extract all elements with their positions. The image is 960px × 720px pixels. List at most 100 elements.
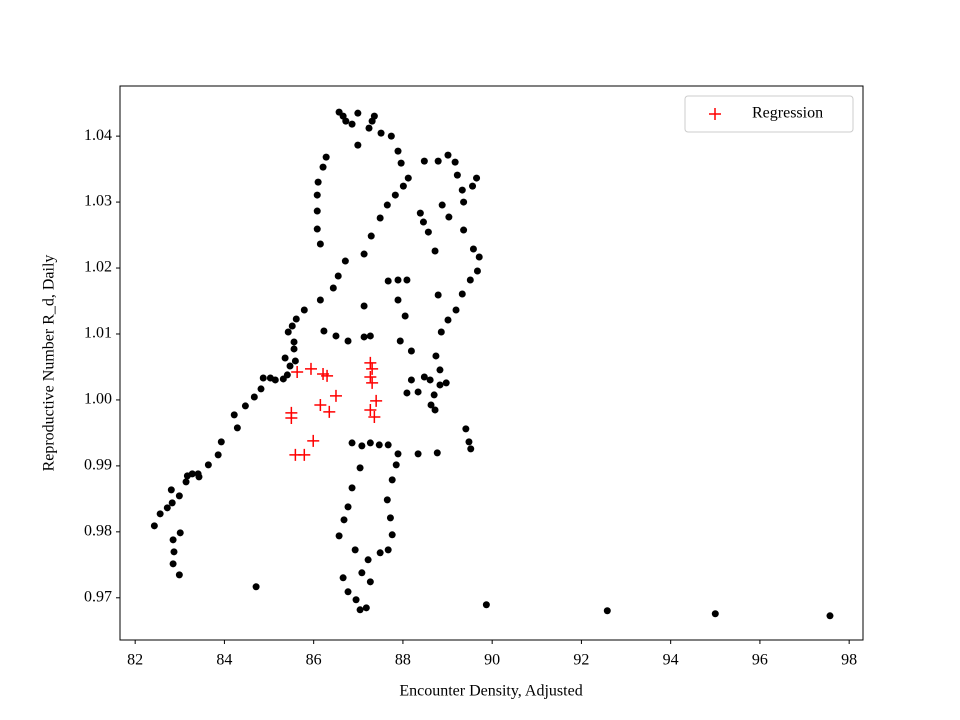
point bbox=[319, 163, 327, 171]
point bbox=[388, 531, 396, 539]
y-tick-label: 1.04 bbox=[84, 127, 112, 144]
point bbox=[335, 532, 343, 540]
y-tick-label: 0.97 bbox=[84, 588, 112, 605]
point bbox=[257, 385, 265, 393]
point bbox=[241, 402, 249, 410]
point bbox=[442, 379, 450, 387]
plus-marker bbox=[364, 403, 377, 416]
point bbox=[375, 441, 383, 449]
point bbox=[170, 548, 178, 556]
point bbox=[366, 332, 374, 340]
point bbox=[603, 607, 611, 615]
point bbox=[358, 442, 366, 450]
point bbox=[420, 373, 428, 381]
point bbox=[168, 499, 176, 507]
point bbox=[366, 578, 374, 586]
point bbox=[444, 151, 452, 159]
plus-marker bbox=[364, 370, 377, 383]
point bbox=[316, 240, 324, 248]
point bbox=[175, 492, 183, 500]
point bbox=[344, 588, 352, 596]
point bbox=[387, 132, 395, 140]
point bbox=[169, 536, 177, 544]
point bbox=[444, 316, 452, 324]
point bbox=[204, 461, 212, 469]
point bbox=[437, 328, 445, 336]
point bbox=[392, 461, 400, 469]
x-tick-label: 96 bbox=[752, 652, 768, 669]
plus-marker bbox=[321, 369, 334, 382]
plus-marker bbox=[291, 365, 304, 378]
point bbox=[360, 302, 368, 310]
plus-marker bbox=[307, 434, 320, 447]
point bbox=[313, 191, 321, 199]
point bbox=[407, 376, 415, 384]
point bbox=[376, 214, 384, 222]
point bbox=[339, 574, 347, 582]
point bbox=[451, 158, 459, 166]
point bbox=[252, 583, 260, 591]
point bbox=[150, 522, 158, 530]
point bbox=[394, 296, 402, 304]
point bbox=[348, 484, 356, 492]
x-tick-label: 92 bbox=[573, 652, 589, 669]
point bbox=[431, 247, 439, 255]
point bbox=[436, 381, 444, 389]
point bbox=[384, 441, 392, 449]
point bbox=[469, 182, 477, 190]
point bbox=[394, 147, 402, 155]
point bbox=[314, 178, 322, 186]
x-axis-label: Encounter Density, Adjusted bbox=[399, 683, 582, 700]
point bbox=[473, 267, 481, 275]
point bbox=[414, 450, 422, 458]
point bbox=[156, 510, 164, 518]
point bbox=[482, 601, 490, 609]
y-tick-label: 1.00 bbox=[84, 391, 112, 408]
point bbox=[233, 424, 241, 432]
point bbox=[354, 109, 362, 117]
point bbox=[167, 486, 175, 494]
point bbox=[354, 141, 362, 149]
x-tick-label: 88 bbox=[395, 652, 411, 669]
point bbox=[391, 191, 399, 199]
x-tick-label: 86 bbox=[306, 652, 322, 669]
plus-marker bbox=[285, 411, 298, 424]
point bbox=[250, 393, 258, 401]
plot-frame bbox=[119, 85, 864, 641]
plus-marker bbox=[304, 362, 317, 375]
point bbox=[360, 333, 368, 341]
legend-box bbox=[684, 95, 854, 133]
point bbox=[473, 174, 481, 182]
plus-marker bbox=[368, 410, 381, 423]
point bbox=[344, 337, 352, 345]
point bbox=[386, 514, 394, 522]
point bbox=[416, 209, 424, 217]
point bbox=[188, 470, 196, 478]
point bbox=[182, 478, 190, 486]
point bbox=[284, 328, 292, 336]
point bbox=[217, 438, 225, 446]
point bbox=[352, 596, 360, 604]
point bbox=[348, 120, 356, 128]
point bbox=[384, 277, 392, 285]
y-axis-label: Reproductive Number R_d, Daily bbox=[41, 255, 58, 472]
point bbox=[313, 225, 321, 233]
point bbox=[341, 257, 349, 265]
point bbox=[384, 546, 392, 554]
y-tick-label: 1.03 bbox=[84, 193, 112, 210]
plus-marker bbox=[709, 108, 721, 120]
point bbox=[366, 439, 374, 447]
point bbox=[424, 228, 432, 236]
y-tick-label: 0.98 bbox=[84, 523, 112, 540]
point bbox=[460, 198, 468, 206]
point bbox=[300, 306, 308, 314]
point bbox=[826, 612, 834, 620]
point bbox=[432, 352, 440, 360]
point bbox=[288, 322, 296, 330]
point bbox=[360, 250, 368, 258]
point bbox=[377, 129, 385, 137]
point bbox=[329, 284, 337, 292]
plus-marker bbox=[370, 394, 383, 407]
point bbox=[467, 445, 475, 453]
point bbox=[292, 315, 300, 323]
